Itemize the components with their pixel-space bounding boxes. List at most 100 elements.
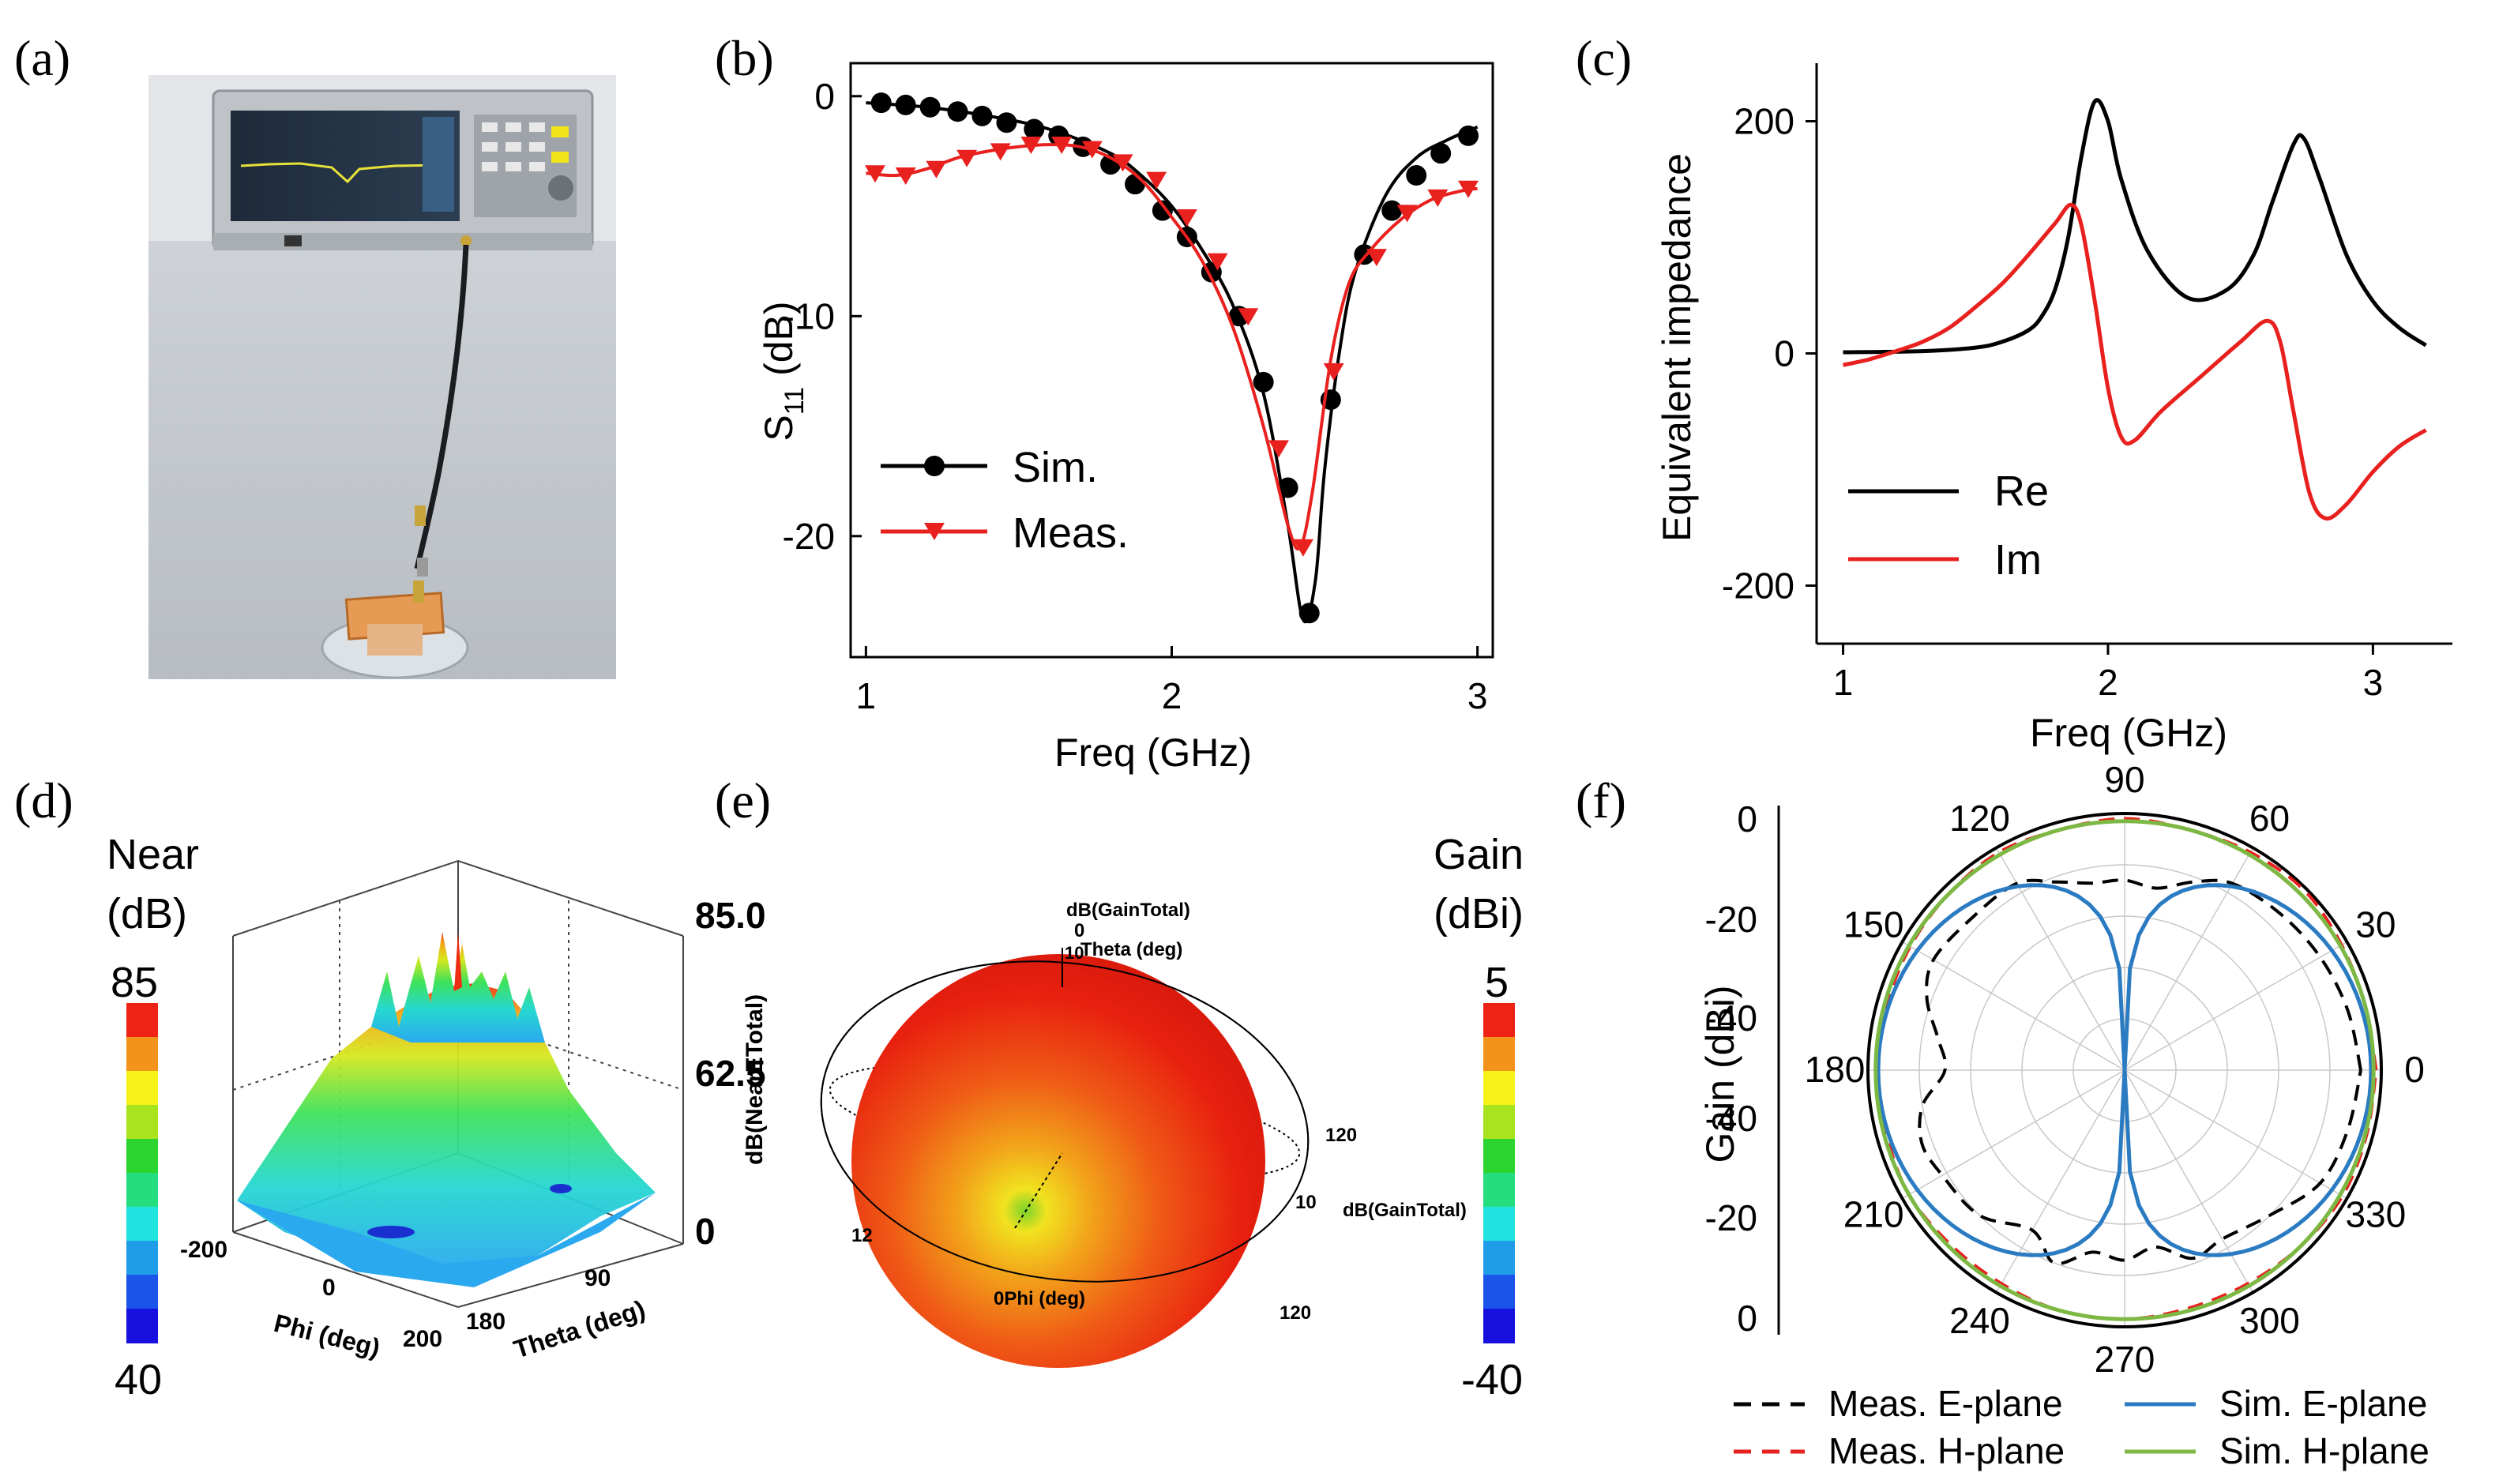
polar-rtick-bot-40: -40 <box>1705 1098 1757 1139</box>
impedance-xtick-label: 1 <box>1833 662 1854 703</box>
panel-label-c: (c) <box>1576 30 1632 86</box>
gain-colorbar-swatch <box>1483 1173 1515 1208</box>
s11-ylabel-unit: (dB) <box>757 301 801 375</box>
gain-label-phi: 0Phi (deg) <box>994 1288 1085 1309</box>
s11-point-meas <box>1396 205 1418 223</box>
near-field-panel: Near (dB) 85 40 <box>107 831 768 1403</box>
legend-meas-e: Meas. E-plane <box>1828 1383 2063 1424</box>
gain-colorbar-swatch <box>1483 1309 1515 1343</box>
s11-ytick-label: -10 <box>783 295 835 336</box>
near-colorbar-swatch <box>126 1275 158 1309</box>
polar-angle-label: 150 <box>1843 904 1904 945</box>
s11-point-meas <box>1112 154 1133 172</box>
s11-point-meas <box>990 143 1011 161</box>
panel-label-a: (a) <box>14 30 70 86</box>
polar-angle-label: 120 <box>1949 798 2010 839</box>
gain-colorbar-swatch <box>1483 1003 1515 1038</box>
s11-point-sim <box>1381 200 1403 221</box>
polar-angle-label: 30 <box>2355 904 2396 945</box>
s11-xtick-label: 2 <box>1162 675 1182 716</box>
near-colorbar-swatch <box>126 1071 158 1106</box>
gain-colorbar-min: -40 <box>1461 1356 1523 1403</box>
panel-label-f: (f) <box>1576 772 1626 828</box>
legend-meas: Meas. <box>1013 509 1129 557</box>
legend-marker-sim <box>924 456 945 476</box>
near-ytick-180: 180 <box>466 1309 505 1335</box>
panel-label-d: (d) <box>14 772 73 828</box>
s11-point-meas <box>1207 253 1228 271</box>
s11-point-sim <box>1298 603 1320 624</box>
polar-rtick-top-0: 0 <box>1737 798 1757 840</box>
polar-angle-label: 0 <box>2404 1049 2425 1090</box>
gain-label-left1: 12 <box>851 1225 873 1246</box>
s11-point-meas <box>1427 189 1449 207</box>
s11-point-sim <box>1024 118 1045 140</box>
s11-point-meas <box>1458 180 1479 198</box>
gain-label-top2: 0 <box>1074 920 1084 941</box>
polar-legend: Meas. E-plane Meas. H-plane Sim. E-plane… <box>1734 1383 2429 1471</box>
measurement-photo <box>148 75 616 679</box>
near-colorbar-swatch <box>126 1003 158 1038</box>
near-ylabel: Theta (deg) <box>510 1294 648 1364</box>
polar-rtick-top-40: -40 <box>1705 997 1757 1039</box>
s11-series-meas <box>866 143 1478 550</box>
near-ztick-0: 0 <box>695 1211 716 1252</box>
impedance-ylabel: Equivalent impedance <box>1655 153 1699 542</box>
s11-point-sim <box>1277 477 1298 498</box>
polar-angle-label: 270 <box>2095 1339 2155 1380</box>
gain-pattern-panel: dB(GainTotal) 0 Theta (deg) 10 120 10 dB… <box>820 831 1524 1403</box>
s11-ylabel-main: S <box>757 415 801 441</box>
gain-sphere <box>851 954 1265 1368</box>
legend-marker-meas <box>924 523 945 540</box>
polar-angle-label: 180 <box>1805 1049 1866 1090</box>
s11-point-sim <box>971 105 993 126</box>
s11-point-sim <box>870 92 892 114</box>
s11-point-meas <box>1051 137 1073 155</box>
s11-point-sim <box>947 101 968 122</box>
s11-xlabel: Freq (GHz) <box>1054 731 1252 775</box>
s11-point-meas <box>1238 308 1259 326</box>
s11-point-sim <box>996 112 1017 133</box>
near-surface <box>237 932 656 1287</box>
gain-label-right3: dB(GainTotal) <box>1343 1200 1467 1221</box>
polar-series-sim-h-plane <box>1873 819 2376 1321</box>
impedance-ytick-label: 200 <box>1734 101 1794 142</box>
polar-grid-spoke <box>2124 1069 2347 1200</box>
panel-label-b: (b) <box>715 30 774 86</box>
legend-re: Re <box>1994 468 2049 515</box>
near-colorbar-swatch <box>126 1037 158 1072</box>
polar-rtick-top-20: -20 <box>1705 899 1757 940</box>
s11-point-meas <box>1323 363 1344 381</box>
gain-label-right4: 120 <box>1280 1302 1311 1324</box>
s11-point-sim <box>1406 165 1427 186</box>
gain-label-top3: Theta (deg) <box>1080 939 1182 960</box>
polar-outer-ring <box>1866 812 2383 1328</box>
polar-grid-spoke <box>1995 1069 2125 1293</box>
s11-xtick-label: 3 <box>1467 675 1488 716</box>
impedance-series-im <box>1842 202 2427 521</box>
near-colorbar-swatch <box>126 1207 158 1242</box>
s11-ytick-label: -20 <box>783 516 835 557</box>
near-colorbar-title2: (dB) <box>107 890 187 937</box>
s11-point-meas <box>864 165 885 183</box>
legend-sim-h: Sim. H-plane <box>2219 1430 2429 1471</box>
impedance-legend: Re Im <box>1848 468 2049 584</box>
antenna-photo-icon <box>321 580 469 679</box>
near-ytick-90: 90 <box>584 1265 611 1291</box>
near-xtick-0: 0 <box>322 1275 336 1301</box>
polar-angle-label: 60 <box>2249 798 2290 839</box>
gain-colorbar-title1: Gain <box>1434 831 1524 878</box>
s11-point-sim <box>1458 125 1479 146</box>
polar-angle-label: 300 <box>2239 1300 2300 1341</box>
polar-series-meas-e-plane <box>1918 878 2362 1266</box>
gain-label-top1: dB(GainTotal) <box>1066 900 1190 921</box>
near-ztick-85: 85.0 <box>695 895 766 936</box>
polar-rlabel: Gain (dBi) <box>1698 985 1742 1163</box>
s11-ylabel-sub: 11 <box>780 387 810 415</box>
s11-point-meas <box>1292 539 1313 557</box>
s11-point-sim <box>1152 200 1173 221</box>
spectrum-analyzer-icon <box>212 89 594 250</box>
s11-point-sim <box>1430 143 1452 164</box>
s11-point-sim <box>1253 371 1274 393</box>
s11-point-meas <box>956 149 978 167</box>
